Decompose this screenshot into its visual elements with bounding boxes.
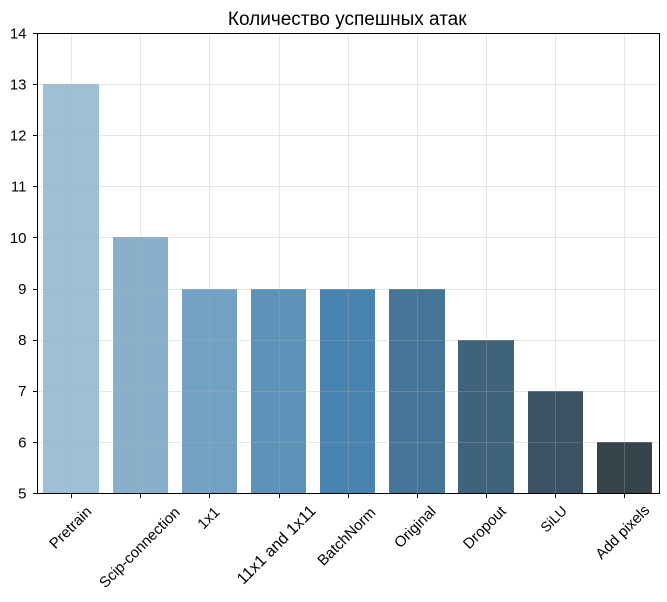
svg-text:10: 10 bbox=[10, 230, 27, 247]
svg-text:5: 5 bbox=[18, 485, 26, 502]
svg-text:Количество успешных атак: Количество успешных атак bbox=[228, 9, 467, 30]
svg-text:11: 11 bbox=[11, 179, 27, 196]
svg-text:13: 13 bbox=[10, 77, 27, 94]
svg-text:9: 9 bbox=[18, 281, 26, 298]
svg-text:14: 14 bbox=[10, 25, 27, 42]
svg-text:7: 7 bbox=[18, 383, 26, 400]
svg-text:6: 6 bbox=[18, 434, 26, 451]
svg-text:8: 8 bbox=[18, 332, 26, 349]
svg-text:12: 12 bbox=[10, 128, 27, 145]
